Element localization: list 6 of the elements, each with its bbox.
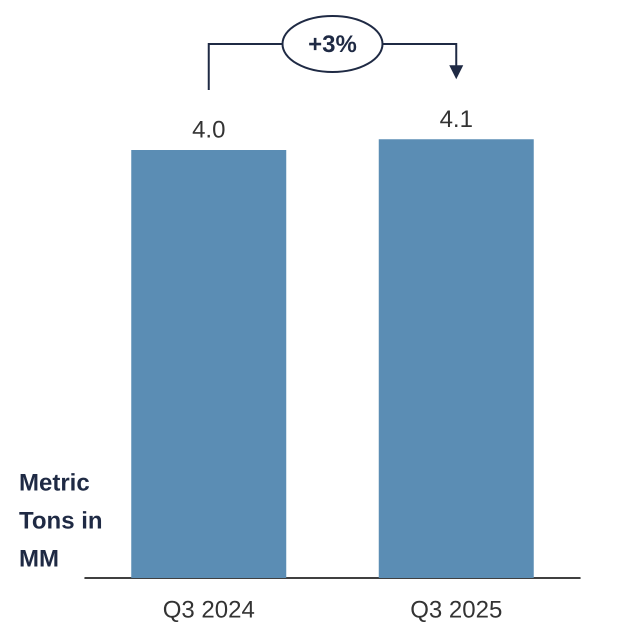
- data-label: 4.0: [192, 116, 226, 144]
- x-tick-label: Q3 2025: [410, 596, 502, 624]
- data-label: 4.1: [440, 106, 473, 133]
- x-tick-label: Q3 2024: [162, 596, 255, 624]
- y-axis-title: Metric Tons in MM: [19, 470, 110, 572]
- text: +3%: [308, 31, 357, 58]
